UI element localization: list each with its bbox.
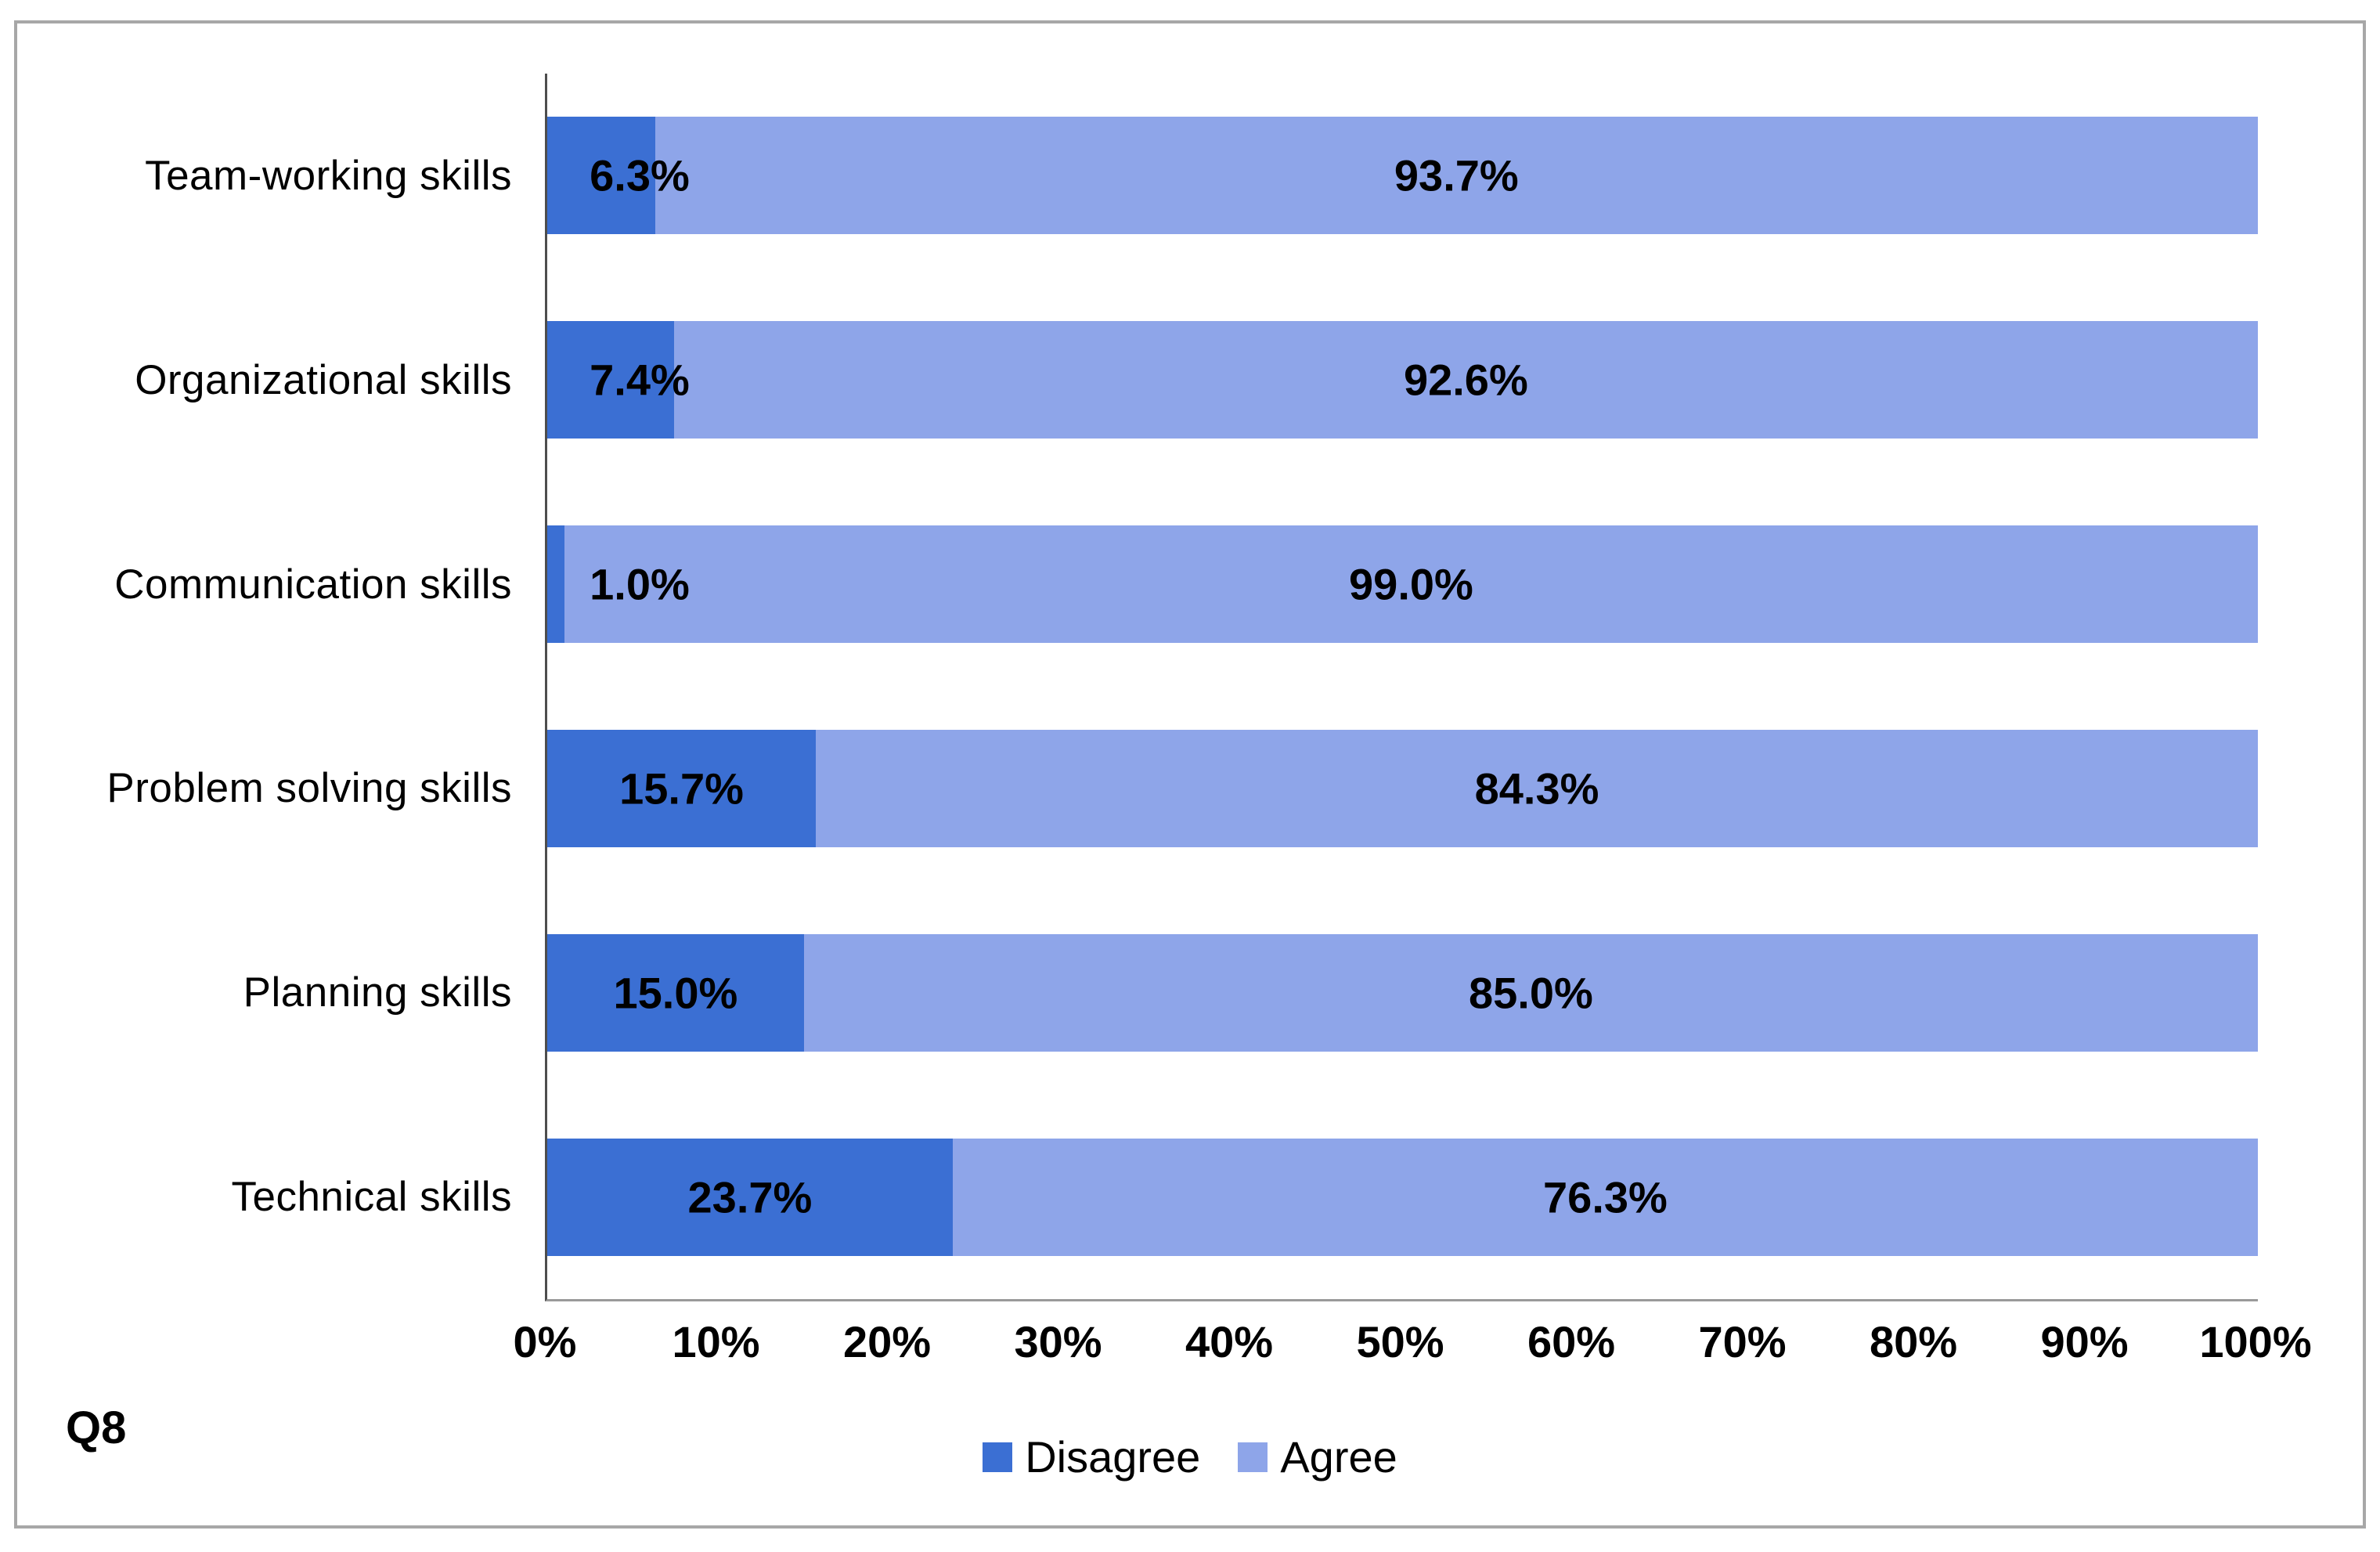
agree-value-label: 92.6%	[1403, 355, 1528, 405]
category-label: Technical skills	[231, 1174, 512, 1221]
agree-value-label: 99.0%	[1349, 559, 1473, 609]
x-axis-tick: 20%	[842, 1317, 932, 1366]
legend-swatch-agree	[1238, 1442, 1268, 1472]
agree-value-label: 84.3%	[1474, 763, 1599, 814]
x-axis-tick: 90%	[2040, 1317, 2129, 1366]
x-axis-tick: 60%	[1527, 1317, 1616, 1366]
x-axis-tick-labels: 0% 10% 20% 30% 40% 50% 60% 70% 80% 90% 100%	[514, 1316, 2312, 1373]
disagree-segment	[547, 525, 564, 644]
disagree-segment	[547, 729, 817, 847]
bar-row: 15.0% 85.0%	[547, 933, 2258, 1052]
question-label: Q8	[66, 1402, 127, 1453]
x-axis-tick: 80%	[1869, 1317, 1958, 1366]
legend-item-disagree: Disagree	[983, 1431, 1200, 1482]
plot-area: 6.3% 93.7% 7.4% 92.6% 1.0% 99.0% 15.7% 84.3% 15.…	[545, 74, 2258, 1301]
category-label: Communication skills	[114, 561, 512, 608]
agree-segment	[816, 729, 2258, 847]
category-axis-labels: Team-working skills Organizational skills…	[41, 74, 512, 1299]
legend-swatch-disagree	[983, 1442, 1013, 1472]
legend: Disagree Agree	[17, 1431, 2363, 1482]
x-axis-tick: 70%	[1698, 1317, 1787, 1366]
x-axis-tick: 30%	[1014, 1317, 1102, 1366]
disagree-value-label: 23.7%	[687, 1172, 813, 1222]
category-label: Planning skills	[243, 969, 512, 1016]
disagree-value-label: 15.7%	[619, 763, 744, 814]
disagree-segment	[547, 933, 804, 1052]
agree-segment	[654, 117, 2258, 235]
bar-row: 23.7% 76.3%	[547, 1138, 2258, 1256]
disagree-value-label: 15.0%	[613, 968, 738, 1018]
legend-item-agree: Agree	[1238, 1431, 1397, 1482]
x-axis-tick: 100%	[2199, 1317, 2312, 1366]
x-axis-tick: 40%	[1185, 1317, 1274, 1366]
bar-row: 15.7% 84.3%	[547, 729, 2258, 847]
bar-row: 6.3% 93.7%	[547, 117, 2258, 235]
disagree-value-label: 1.0%	[590, 559, 690, 609]
category-label: Team-working skills	[145, 152, 512, 199]
bar-row: 7.4% 92.6%	[547, 321, 2258, 439]
disagree-segment	[547, 321, 674, 439]
disagree-value-label: 7.4%	[590, 355, 690, 405]
legend-label: Disagree	[1025, 1432, 1201, 1482]
disagree-segment	[547, 117, 655, 235]
category-label: Problem solving skills	[106, 765, 512, 812]
x-axis-tick: 10%	[672, 1317, 760, 1366]
x-axis-tick: 0%	[513, 1317, 577, 1366]
agree-segment	[803, 933, 2258, 1052]
agree-value-label: 85.0%	[1468, 968, 1593, 1018]
agree-value-label: 93.7%	[1394, 150, 1519, 200]
x-axis-tick: 50%	[1356, 1317, 1444, 1366]
chart-frame: Team-working skills Organizational skills…	[14, 20, 2366, 1529]
agree-value-label: 76.3%	[1543, 1172, 1668, 1222]
category-label: Organizational skills	[135, 356, 512, 403]
agree-segment	[673, 321, 2258, 439]
legend-label: Agree	[1280, 1432, 1397, 1482]
agree-segment	[952, 1138, 2258, 1256]
bar-row: 1.0% 99.0%	[547, 525, 2258, 644]
disagree-value-label: 6.3%	[590, 150, 690, 200]
disagree-segment	[547, 1138, 953, 1256]
agree-segment	[564, 525, 2258, 644]
